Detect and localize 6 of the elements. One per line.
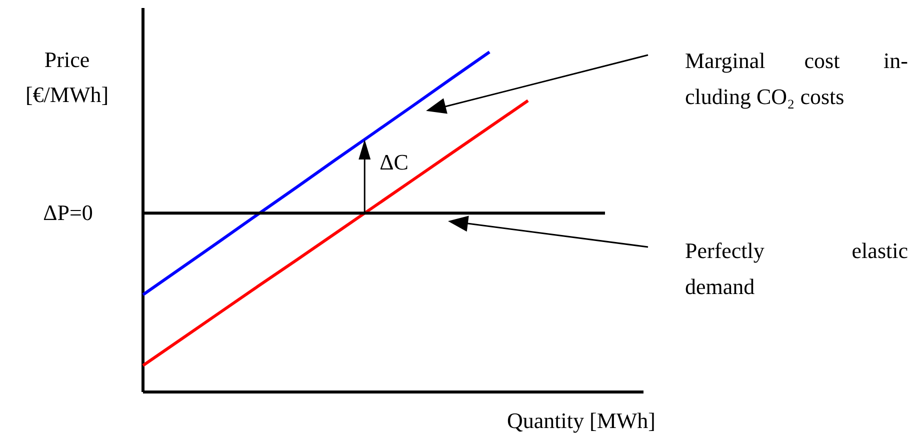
- text: Marginal cost in- cluding CO₂ costs: [685, 48, 908, 109]
- text: Perfectly elastic demand: [685, 238, 908, 299]
- text: ΔP=0: [43, 200, 93, 226]
- y-axis-title: Price [€/MWh]: [25, 47, 109, 107]
- x-axis-title: Quantity [MWh]: [507, 408, 656, 433]
- annotation: ΔC: [380, 149, 408, 174]
